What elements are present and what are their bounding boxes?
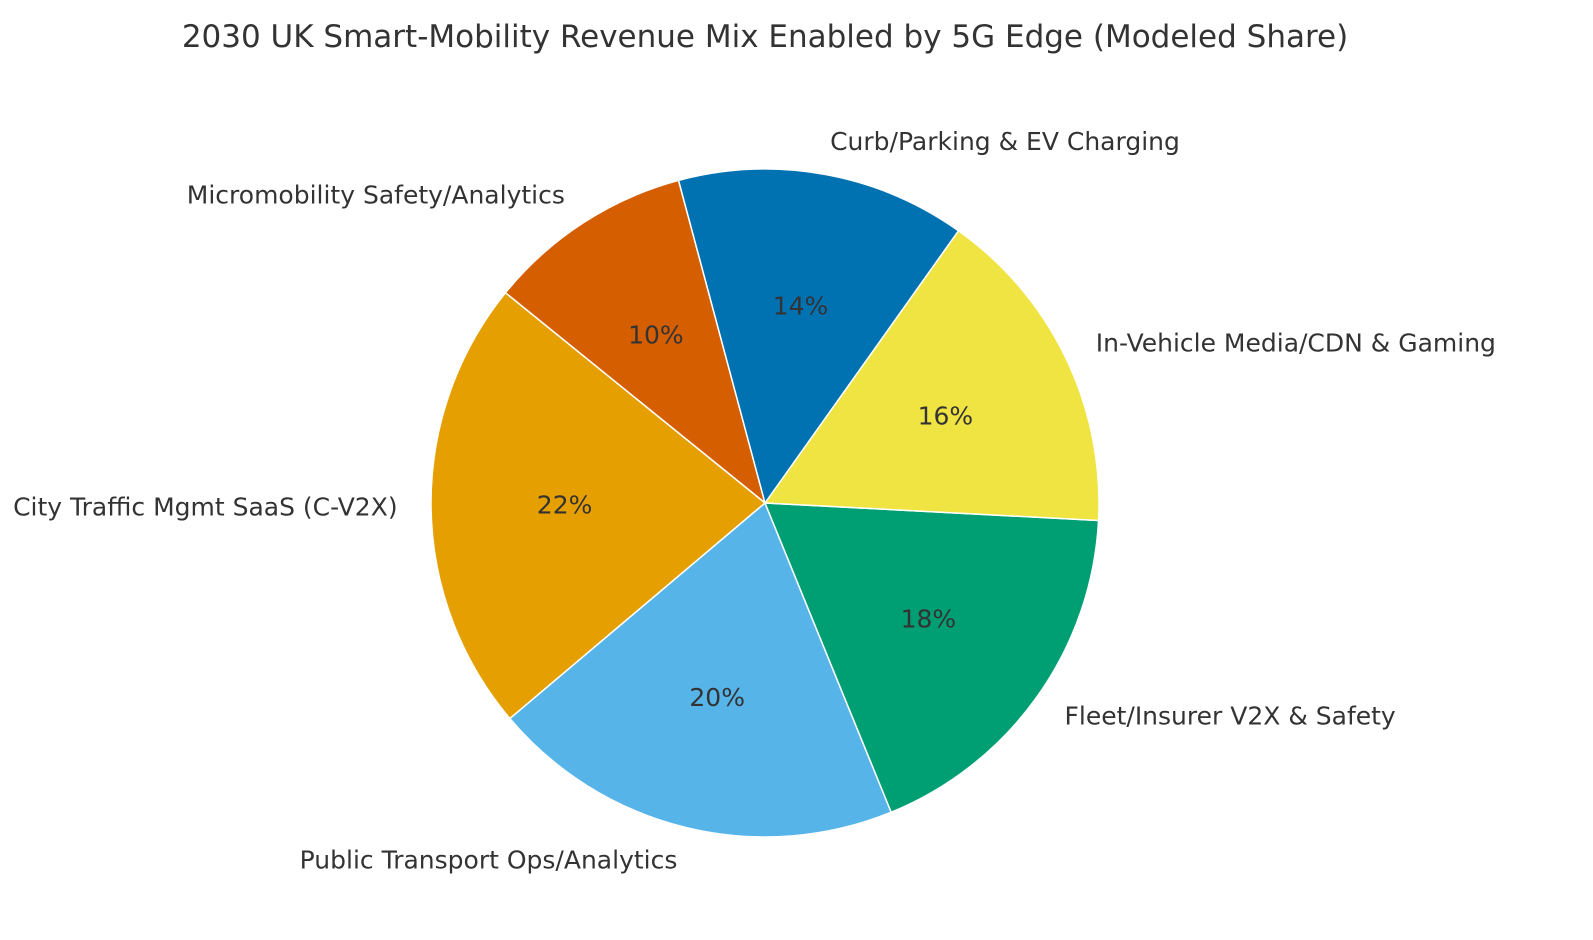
labels-layer: 10% Micromobility Safety/Analytics 22% City… [13, 127, 1496, 874]
chart-title: 2030 UK Smart-Mobility Revenue Mix Enabl… [182, 19, 1348, 55]
slice-label-in-vehicle-media-cdn-gaming: In-Vehicle Media/CDN & Gaming [1096, 329, 1496, 358]
slice-label-curb-parking-ev-charging: Curb/Parking & EV Charging [830, 127, 1180, 156]
slices-layer [430, 168, 1100, 838]
pct-label-in-vehicle-media-cdn-gaming: 16% [918, 401, 974, 430]
pie-slice-curb-parking-ev-charging [677, 168, 960, 505]
slice-label-fleet-insurer-v2x-safety: Fleet/Insurer V2X & Safety [1065, 701, 1396, 730]
pie-slice-public-transport-ops-analytics [508, 501, 893, 838]
slice-label-city-traffic-mgmt-saas-c-v2x: City Traffic Mgmt SaaS (C-V2X) [13, 492, 398, 521]
pie-slice-in-vehicle-media-cdn-gaming [763, 229, 1100, 522]
slice-label-public-transport-ops-analytics: Public Transport Ops/Analytics [300, 845, 678, 874]
pct-label-city-traffic-mgmt-saas-c-v2x: 22% [537, 491, 593, 520]
pct-label-curb-parking-ev-charging: 14% [773, 291, 829, 320]
pie-slice-city-traffic-mgmt-saas-c-v2x [430, 291, 767, 720]
slice-label-micromobility-safety-analytics: Micromobility Safety/Analytics [187, 180, 565, 209]
pct-label-public-transport-ops-analytics: 20% [689, 683, 745, 712]
pct-label-fleet-insurer-v2x-safety: 18% [901, 605, 957, 634]
pct-label-micromobility-safety-analytics: 10% [628, 320, 684, 349]
pie-slice-fleet-insurer-v2x-safety [763, 502, 1100, 814]
